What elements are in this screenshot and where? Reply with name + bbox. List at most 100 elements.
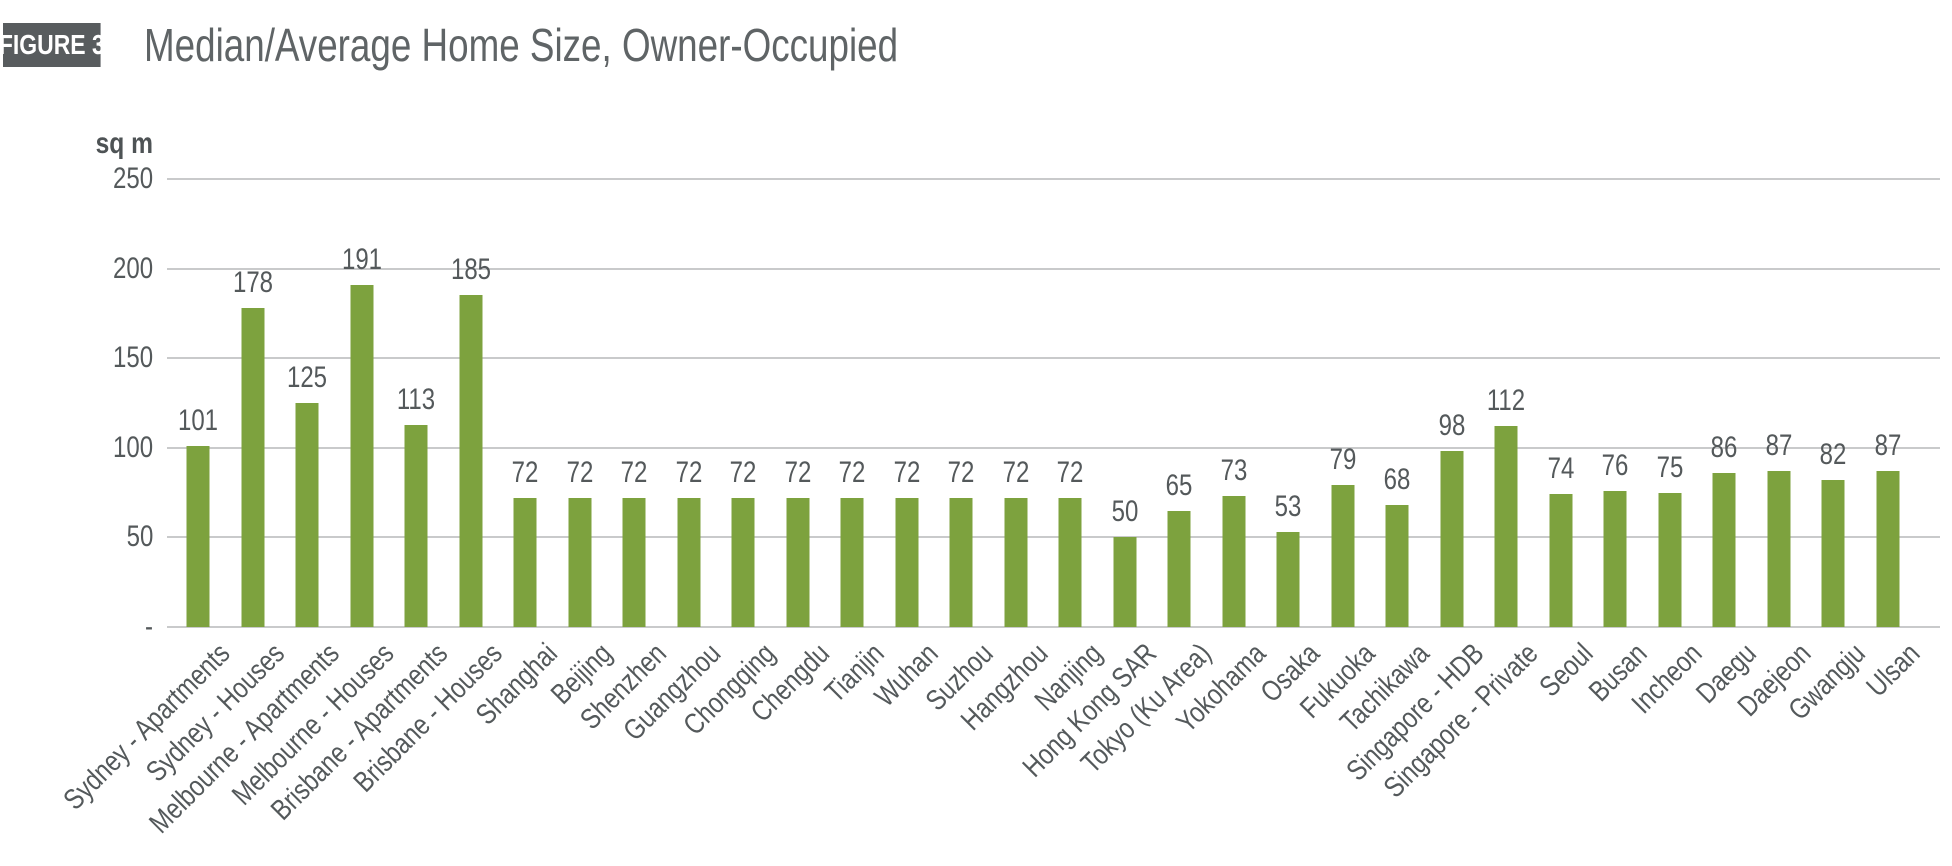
bar-slot: 73 Yokohama	[1170, 179, 1271, 739]
bar	[1658, 492, 1682, 627]
gridline	[167, 357, 1940, 360]
gridline	[167, 536, 1940, 539]
bar	[1167, 510, 1191, 627]
bar-slot: 79 Fukuoka	[1294, 179, 1381, 725]
bar-slot: 191 Melbourne - Houses	[226, 179, 400, 811]
bar-value-label: 72	[838, 455, 866, 489]
bar-slot: 75 Incheon	[1625, 179, 1707, 720]
bar-slot: 50 Hong Kong SAR	[1017, 179, 1163, 784]
bar-slot: 72 Wuhan	[869, 179, 945, 713]
bar-value-label: 191	[341, 242, 382, 276]
bar-value-label: 185	[450, 253, 491, 287]
bar-slot: 72 Shenzhen	[574, 179, 672, 735]
bar	[1004, 497, 1028, 627]
bar-value-label: 72	[729, 455, 757, 489]
bar-value-label: 72	[947, 455, 975, 489]
bar	[1712, 472, 1736, 627]
bar-value-label: 73	[1220, 454, 1248, 488]
bar-slot: 72 Hangzhou	[955, 179, 1054, 736]
bar	[895, 497, 919, 627]
bar-value-label: 72	[566, 455, 594, 489]
bar	[1058, 497, 1082, 627]
bar	[949, 497, 973, 627]
bar-value-label: 87	[1874, 429, 1902, 463]
bar-value-label: 72	[1056, 455, 1084, 489]
bar-slot: 53 Osaka	[1255, 179, 1326, 709]
bar-value-label: 82	[1819, 438, 1847, 472]
bar-value-label: 72	[511, 455, 539, 489]
bar	[1549, 494, 1573, 627]
bar	[1331, 485, 1355, 627]
bar-slot: 72 Nanjing	[1029, 179, 1109, 717]
bar-value-label: 74	[1547, 452, 1575, 486]
bar-slot: 125 Melbourne - Apartments	[143, 179, 345, 840]
gridline	[167, 267, 1940, 270]
bar	[1603, 490, 1627, 627]
bar	[1385, 505, 1409, 627]
bar-slot: 113 Brisbane - Apartments	[265, 179, 454, 827]
x-axis-category-label: Seoul	[1533, 637, 1599, 704]
bar-slot: 87 Ulsan	[1860, 179, 1926, 704]
bar-value-label: 72	[784, 455, 812, 489]
y-axis-tick-label: 150	[112, 341, 153, 375]
bar	[404, 424, 428, 627]
bar-value-label: 86	[1710, 430, 1738, 464]
bar	[731, 497, 755, 627]
bar	[568, 497, 592, 627]
figure-title: Median/Average Home Size, Owner-Occupied	[144, 19, 899, 71]
bar-value-label: 178	[232, 266, 273, 300]
bar-slot: 72 Guangzhou	[617, 179, 727, 747]
y-axis-tick-label: 50	[126, 520, 153, 554]
bar-value-label: 72	[1002, 455, 1030, 489]
bar	[1767, 471, 1791, 627]
bar-slot: 68 Tachikawa	[1334, 179, 1435, 739]
bar	[1876, 471, 1900, 627]
bar-slot: 65 Tokyo (Ku Area)	[1075, 179, 1217, 780]
bar	[241, 308, 265, 627]
bar-value-label: 76	[1601, 448, 1629, 482]
bar	[186, 446, 210, 627]
y-axis-tick-label: -	[145, 610, 153, 643]
y-axis-tick-label: 100	[112, 430, 153, 464]
bar-slot: 178 Sydney - Houses	[140, 179, 291, 789]
bar-value-label: 79	[1329, 443, 1357, 477]
bar	[1113, 537, 1137, 627]
bar-slot: 112 Singapore - Private	[1378, 179, 1545, 804]
bar-slot: 72 Beijing	[545, 179, 618, 710]
bar-slot: 87 Daejeon	[1732, 179, 1817, 723]
bar-value-label: 112	[1487, 384, 1526, 418]
x-axis-category-label: Ulsan	[1860, 637, 1926, 704]
bar-value-label: 75	[1656, 450, 1684, 484]
bar-value-label: 87	[1765, 429, 1793, 463]
bar	[786, 497, 810, 627]
bar-value-label: 53	[1274, 490, 1302, 524]
bars-row: 101 Sydney - Apartments 178 Sydney - Houses…	[58, 179, 1940, 840]
gridline	[167, 446, 1940, 449]
bar-slot: 72 Suzhou	[920, 179, 1000, 717]
bar	[350, 284, 374, 627]
bar-value-label: 65	[1165, 468, 1193, 502]
bar	[1222, 496, 1246, 627]
bar	[1494, 426, 1518, 627]
bar-slot: 72 Tianjin	[819, 179, 891, 709]
bar-value-label: 50	[1111, 495, 1139, 529]
bar-value-label: 72	[620, 455, 648, 489]
bar-value-label: 125	[287, 361, 328, 394]
bar	[513, 497, 537, 627]
bar-value-label: 113	[397, 382, 436, 416]
bar-slot: 86 Daegu	[1690, 179, 1762, 709]
bar	[622, 497, 646, 627]
gridline	[167, 626, 1940, 628]
bar	[1440, 451, 1464, 627]
bar-slot: 82 Gwangju	[1782, 179, 1871, 727]
bar-slot: 72 Chengdu	[745, 179, 836, 728]
gridline	[167, 178, 1940, 180]
bar	[459, 295, 483, 627]
bar-value-label: 68	[1383, 463, 1411, 497]
y-axis-tick-label: 200	[112, 251, 153, 285]
bar-slot: 98 Singapore - HDB	[1340, 179, 1490, 787]
plot-area: sq m 250 200 150 100 50 -101 Sydney - Apartmen…	[58, 127, 1940, 840]
bar-value-label: 98	[1438, 409, 1466, 443]
bar-slot: 76 Busan	[1583, 179, 1653, 708]
